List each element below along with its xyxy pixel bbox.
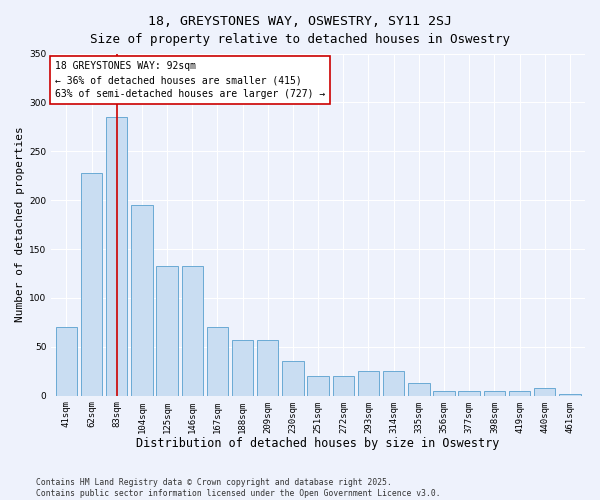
Bar [157,266,178,396]
Bar [81,173,102,396]
Bar [534,388,556,396]
Text: Size of property relative to detached houses in Oswestry: Size of property relative to detached ho… [90,32,510,46]
X-axis label: Distribution of detached houses by size in Oswestry: Distribution of detached houses by size … [136,437,500,450]
Bar [358,372,379,396]
Bar [408,383,430,396]
Bar [106,117,127,396]
Bar [56,328,77,396]
Y-axis label: Number of detached properties: Number of detached properties [15,126,25,322]
Bar [232,340,253,396]
Bar [207,328,228,396]
Bar [433,391,455,396]
Bar [509,391,530,396]
Text: Contains HM Land Registry data © Crown copyright and database right 2025.
Contai: Contains HM Land Registry data © Crown c… [36,478,440,498]
Bar [332,376,354,396]
Bar [182,266,203,396]
Bar [131,205,152,396]
Bar [559,394,581,396]
Bar [257,340,278,396]
Bar [282,362,304,396]
Text: 18, GREYSTONES WAY, OSWESTRY, SY11 2SJ: 18, GREYSTONES WAY, OSWESTRY, SY11 2SJ [148,15,452,28]
Text: 18 GREYSTONES WAY: 92sqm
← 36% of detached houses are smaller (415)
63% of semi-: 18 GREYSTONES WAY: 92sqm ← 36% of detach… [55,62,325,100]
Bar [383,372,404,396]
Bar [484,391,505,396]
Bar [307,376,329,396]
Bar [458,391,480,396]
